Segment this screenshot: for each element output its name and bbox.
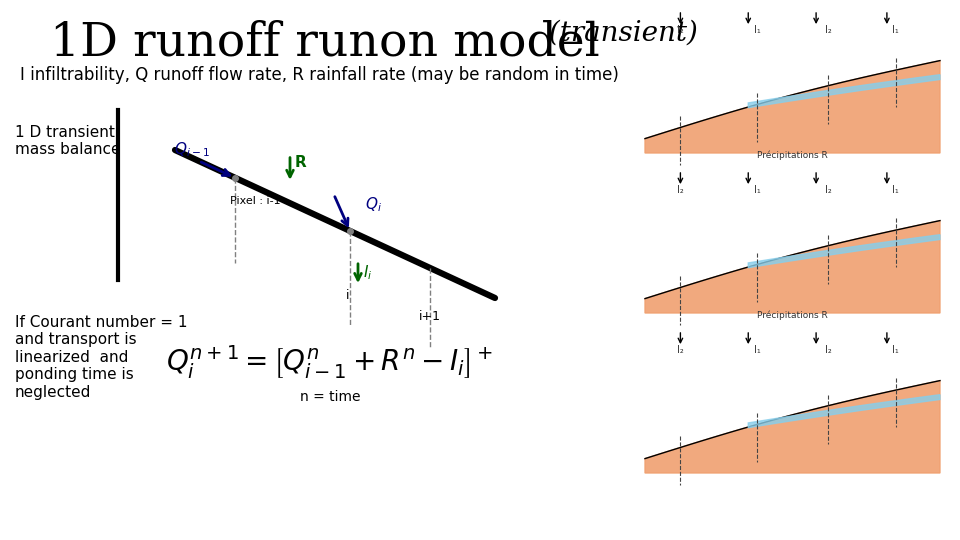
Text: $Q_{i-1}$: $Q_{i-1}$	[174, 140, 209, 159]
Text: i: i	[347, 289, 349, 302]
Text: i+1: i+1	[419, 310, 441, 323]
Text: I₂: I₂	[825, 25, 831, 35]
Text: Précipitations R: Précipitations R	[757, 151, 828, 160]
Text: I₂: I₂	[677, 185, 684, 195]
Text: Précipitations R: Précipitations R	[757, 310, 828, 320]
Text: I₁: I₁	[754, 345, 760, 355]
Text: I infiltrability, Q runoff flow rate, R rainfall rate (may be random in time): I infiltrability, Q runoff flow rate, R …	[20, 66, 619, 84]
Text: I₂: I₂	[677, 25, 684, 35]
Text: I₂: I₂	[677, 345, 684, 355]
Text: I₁: I₁	[893, 25, 900, 35]
Text: 1D runoff runon model: 1D runoff runon model	[50, 20, 600, 65]
Polygon shape	[748, 75, 940, 107]
Text: I₁: I₁	[754, 25, 760, 35]
Text: n = time: n = time	[300, 390, 360, 404]
Text: Pixel : i-1: Pixel : i-1	[230, 195, 280, 206]
Polygon shape	[645, 221, 940, 313]
Polygon shape	[748, 395, 940, 428]
Text: $I_i$: $I_i$	[363, 264, 372, 282]
Text: $Q_i^{n+1} = \left[Q_{i-1}^n + R^n - I_i\right]^+$: $Q_i^{n+1} = \left[Q_{i-1}^n + R^n - I_i…	[166, 343, 493, 381]
Text: (transient): (transient)	[540, 20, 698, 47]
Polygon shape	[645, 381, 940, 473]
Text: I₂: I₂	[825, 345, 831, 355]
Text: I₁: I₁	[893, 345, 900, 355]
Polygon shape	[748, 235, 940, 268]
Text: R: R	[295, 156, 307, 170]
Text: $Q_i$: $Q_i$	[365, 195, 382, 214]
Text: If Courant number = 1
and transport is
linearized  and
ponding time is
neglected: If Courant number = 1 and transport is l…	[15, 315, 187, 400]
Text: 1 D transient
mass balance: 1 D transient mass balance	[15, 125, 121, 157]
Text: I₁: I₁	[893, 185, 900, 195]
Polygon shape	[645, 60, 940, 153]
Text: I₂: I₂	[825, 185, 831, 195]
Text: I₁: I₁	[754, 185, 760, 195]
